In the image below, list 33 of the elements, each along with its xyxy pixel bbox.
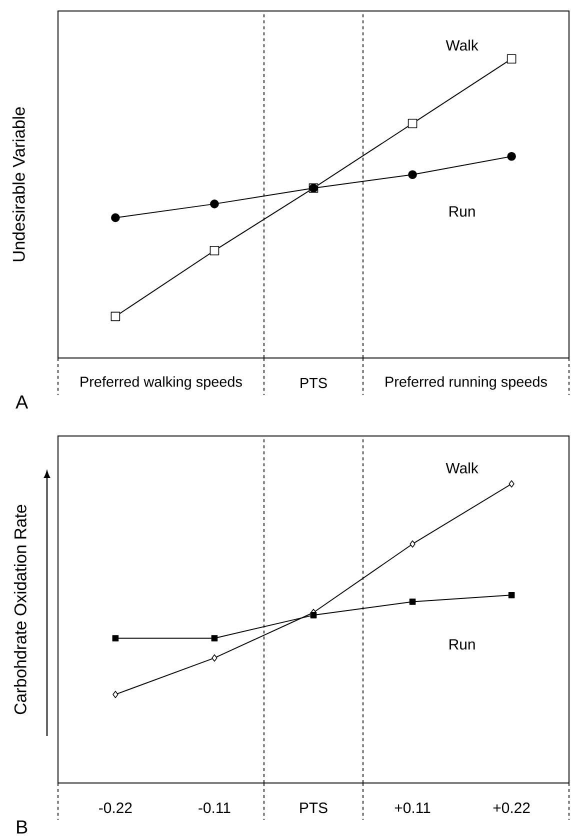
x-tick-label: PTS <box>300 802 328 814</box>
series-label: Walk <box>446 40 478 51</box>
point <box>507 152 516 161</box>
text: Preferred running speeds <box>386 376 547 390</box>
point <box>210 246 220 256</box>
point <box>310 612 317 618</box>
text: Run <box>450 206 475 217</box>
point <box>211 635 218 642</box>
point <box>112 690 118 698</box>
point <box>408 170 417 180</box>
point <box>210 200 219 208</box>
point <box>410 540 416 548</box>
series-label: Walk <box>446 462 478 474</box>
text: A <box>16 395 28 409</box>
point <box>409 598 416 605</box>
text: Preferred walking speeds <box>80 376 242 390</box>
y-axis-title: Undesirable Variable <box>12 107 25 262</box>
text: PTS <box>300 378 327 388</box>
text: Run <box>450 639 475 650</box>
point <box>212 654 218 662</box>
point <box>508 592 515 598</box>
point <box>111 213 120 222</box>
point <box>508 480 514 488</box>
x-tick-label: +0.11 <box>394 802 430 814</box>
point <box>112 635 119 642</box>
x-tick-label: -0.11 <box>198 802 230 814</box>
y-axis-title: Carbohdrate Oxidation Rate <box>14 504 26 714</box>
point <box>506 54 516 64</box>
x-tick-label: -0.22 <box>99 802 132 814</box>
x-tick-label: +0.22 <box>493 802 530 814</box>
point <box>408 118 418 128</box>
point <box>110 312 120 322</box>
text: B <box>17 820 28 834</box>
